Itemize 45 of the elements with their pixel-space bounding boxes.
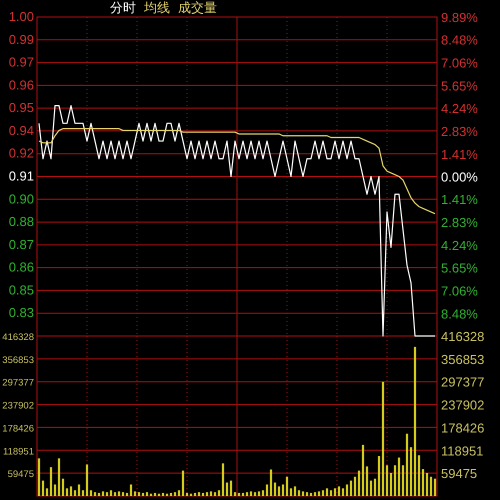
y2-tick-label: 178426 <box>441 420 484 436</box>
y-tick-label: 0.97 <box>8 54 34 70</box>
y-tick-label: 59475 <box>8 469 34 480</box>
y-tick-label: 0.85 <box>8 282 34 298</box>
y-tick-label: 1.00 <box>8 9 34 24</box>
text: 分时 <box>110 0 136 15</box>
y2-tick-label: 7.06% <box>441 283 478 298</box>
y-tick-label: 0.87 <box>8 236 34 252</box>
text: 成交量 <box>178 0 217 15</box>
y-tick-label: 118951 <box>3 446 34 458</box>
y-tick-label: 0.88 <box>8 214 34 230</box>
y2-tick-label: 1.41% <box>441 146 478 162</box>
y2-tick-label: 8.48% <box>441 306 478 322</box>
y2-tick-label: 416328 <box>441 329 484 344</box>
y2-tick-label: 1.41% <box>441 192 478 208</box>
y-tick-label: 0.86 <box>8 260 34 275</box>
y-tick-label: 416328 <box>2 332 34 343</box>
y-tick-label: 237902 <box>2 400 34 412</box>
y2-tick-label: 5.65% <box>441 260 478 276</box>
y-tick-label: 0.94 <box>8 122 34 138</box>
y2-tick-label: 356853 <box>441 352 484 367</box>
y-tick-label: 0.91 <box>8 168 34 184</box>
y2-tick-label: 118951 <box>441 443 484 458</box>
y-tick-label: 0.90 <box>8 191 34 206</box>
y-tick-label: 297377 <box>2 378 34 389</box>
text: 均线 <box>143 0 170 15</box>
y-tick-label: 0.96 <box>8 77 34 92</box>
y2-tick-label: 9.89% <box>441 10 478 25</box>
y2-tick-label: 0.00% <box>441 170 478 184</box>
y2-tick-label: 2.83% <box>441 124 478 139</box>
y-tick-label: 0.83 <box>8 305 34 320</box>
y-tick-label: 356853 <box>2 354 34 366</box>
y2-tick-label: 7.06% <box>441 56 478 71</box>
y-tick-label: 0.99 <box>8 32 34 47</box>
y2-tick-label: 297377 <box>441 374 484 390</box>
y2-tick-label: 59475 <box>441 466 478 482</box>
y2-tick-label: 4.24% <box>441 238 478 253</box>
y2-tick-label: 5.65% <box>441 78 478 94</box>
y2-tick-label: 2.83% <box>441 215 478 230</box>
y-tick-label: 178426 <box>2 423 34 434</box>
y2-tick-label: 8.48% <box>441 32 478 48</box>
y-tick-label: 0.92 <box>8 146 34 161</box>
y2-tick-label: 237902 <box>441 398 484 413</box>
y2-tick-label: 4.24% <box>441 101 478 116</box>
y-tick-label: 0.95 <box>8 100 34 116</box>
